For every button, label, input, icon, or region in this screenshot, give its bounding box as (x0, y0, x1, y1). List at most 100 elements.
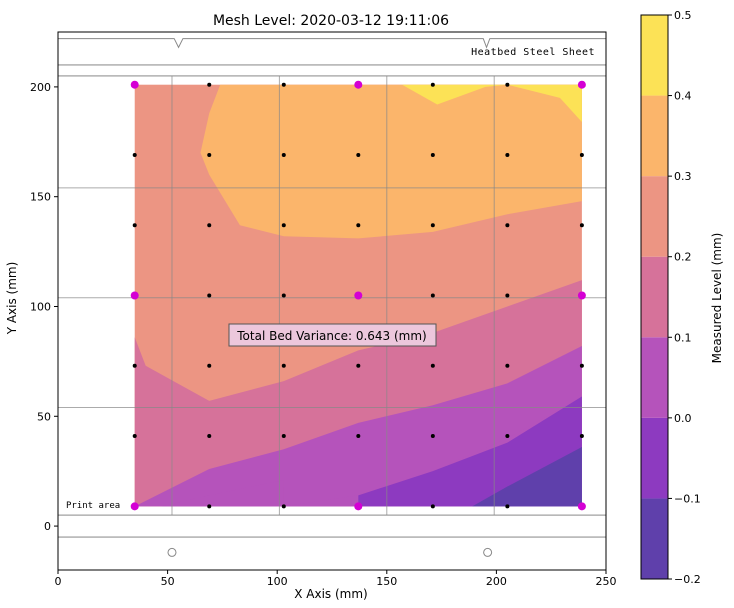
colorbar-segment (641, 256, 668, 338)
sheet-top-edge (58, 38, 606, 49)
probe-point (132, 223, 137, 228)
probe-point (579, 223, 584, 228)
x-tick-label: 250 (596, 575, 617, 588)
sheet-hole (483, 547, 493, 557)
probe-point (505, 363, 510, 368)
variance-annotation: Total Bed Variance: 0.643 (mm) (228, 323, 437, 347)
y-tick-label: 100 (30, 300, 51, 313)
y-axis-ticks: 0 50 100 150 200 (30, 81, 58, 533)
probe-point (132, 434, 137, 439)
probe-point (356, 363, 361, 368)
probe-point (132, 363, 137, 368)
colorbar-tick-label: −0.1 (674, 492, 701, 505)
colorbar-tick-label: 0.0 (674, 412, 692, 425)
colorbar-segment (641, 498, 668, 579)
probe-point (207, 363, 212, 368)
y-tick-label: 50 (37, 410, 51, 423)
probe-point (207, 504, 212, 509)
y-tick-label: 200 (30, 81, 51, 94)
probe-point (430, 293, 435, 298)
probe-point (505, 82, 510, 87)
colorbar-segment (641, 417, 668, 499)
probe-point (505, 223, 510, 228)
probe-point (132, 152, 137, 157)
y-axis-label: Y Axis (mm) (5, 262, 19, 336)
sheet-hole (167, 547, 177, 557)
probe-point (430, 82, 435, 87)
x-tick-label: 100 (267, 575, 288, 588)
probe-point-highlight (577, 502, 586, 511)
colorbar: −0.2 −0.1 0.0 0.1 0.2 0.3 0.4 0.5 (640, 9, 701, 586)
probe-point-highlight (130, 502, 139, 511)
x-tick-label: 200 (486, 575, 507, 588)
probe-point-highlight (354, 502, 363, 511)
probe-point-highlight (577, 80, 586, 89)
print-area-outline (58, 75, 606, 516)
probe-point (430, 152, 435, 157)
steel-sheet-outline (58, 38, 606, 557)
probe-point (579, 363, 584, 368)
probe-point (281, 293, 286, 298)
probe-point (505, 434, 510, 439)
probe-point (207, 434, 212, 439)
probe-point (505, 152, 510, 157)
probe-point (207, 223, 212, 228)
probe-point (430, 504, 435, 509)
probe-point-highlight (354, 80, 363, 89)
colorbar-frame (640, 14, 669, 580)
sheet-outline (58, 64, 606, 538)
x-tick-label: 150 (376, 575, 397, 588)
colorbar-segment (641, 337, 668, 418)
probe-point-highlight (577, 291, 586, 300)
x-tick-label: 50 (161, 575, 175, 588)
probe-point-highlight (354, 291, 363, 300)
probe-point (505, 293, 510, 298)
probe-point (281, 504, 286, 509)
colorbar-tick-label: 0.4 (674, 90, 692, 103)
probe-point (579, 434, 584, 439)
x-axis-ticks: 0 50 100 150 200 250 (55, 570, 617, 588)
y-tick-label: 150 (30, 191, 51, 204)
colorbar-segment (641, 15, 668, 96)
colorbar-tick-label: 0.2 (674, 251, 692, 264)
plot-area (57, 31, 607, 571)
contour-band (200, 84, 582, 239)
probe-points (130, 80, 586, 511)
x-tick-label: 0 (55, 575, 62, 588)
probe-point (579, 152, 584, 157)
probe-point (505, 504, 510, 509)
colorbar-tick-label: 0.1 (674, 331, 692, 344)
probe-point (356, 152, 361, 157)
colorbar-tick-label: −0.2 (674, 573, 701, 586)
contour-band (402, 84, 582, 123)
probe-point (281, 223, 286, 228)
colorbar-segment (641, 95, 668, 177)
contour-band (472, 447, 582, 507)
colorbar-tick-label: 0.5 (674, 9, 692, 22)
contour-band (161, 479, 284, 507)
colorbar-label: Measured Level (mm) (710, 233, 724, 364)
probe-point (281, 152, 286, 157)
probe-point-highlight (130, 80, 139, 89)
probe-point (356, 223, 361, 228)
probe-point-highlight (130, 291, 139, 300)
y-tick-label: 0 (44, 520, 51, 533)
probe-point (207, 293, 212, 298)
chart-title: Mesh Level: 2020-03-12 19:11:06 (213, 13, 449, 29)
variance-annotation-text: Total Bed Variance: 0.643 (mm) (236, 329, 427, 343)
print-area-label: Print area (66, 501, 120, 511)
colorbar-segment (641, 176, 668, 257)
probe-point (430, 223, 435, 228)
probe-point (356, 434, 361, 439)
probe-point (281, 82, 286, 87)
probe-point (430, 434, 435, 439)
colorbar-tick-label: 0.3 (674, 170, 692, 183)
probe-point (281, 363, 286, 368)
sheet-label: Heatbed Steel Sheet (471, 47, 595, 58)
probe-point (281, 434, 286, 439)
plot-frame (57, 31, 607, 571)
x-axis-label: X Axis (mm) (294, 587, 368, 601)
probe-point (207, 82, 212, 87)
probe-point (207, 152, 212, 157)
